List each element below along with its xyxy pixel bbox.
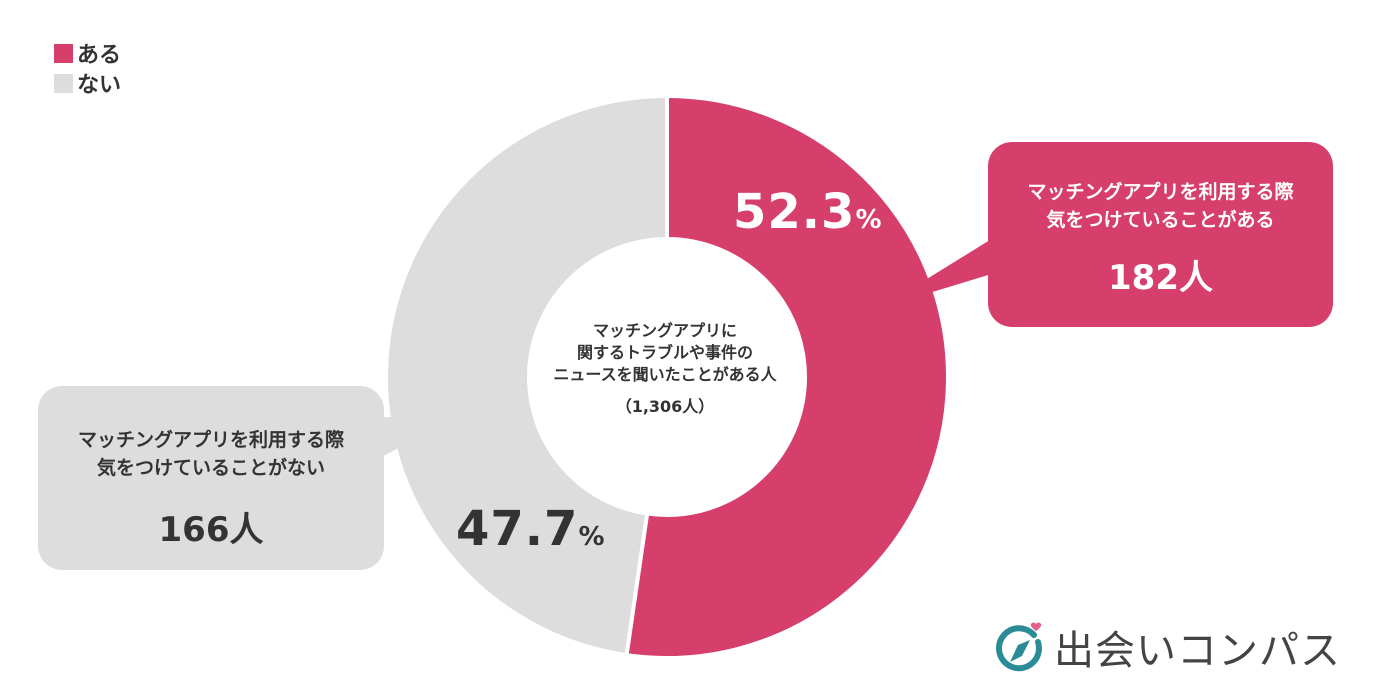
callout-text-no: マッチングアプリを利用する際 気をつけていることがない — [38, 426, 384, 482]
percent-label-yes: 52.3% — [733, 188, 882, 236]
percent-unit-yes: % — [855, 205, 882, 235]
callout-count-no: 166人 — [158, 510, 264, 550]
legend-swatch-no — [54, 73, 73, 93]
callout-tail-yes — [880, 235, 998, 308]
percent-value-yes: 52.3 — [733, 184, 856, 240]
percent-value-no: 47.7 — [456, 501, 579, 557]
percent-label-no: 47.7% — [456, 505, 605, 553]
legend-label-yes: ある — [77, 43, 122, 68]
legend-swatch-yes — [54, 43, 73, 63]
callout-no-line-1: マッチングアプリを利用する際 — [77, 429, 344, 451]
center-label-line-1: マッチングアプリに — [592, 321, 737, 340]
donut-slice-yes — [624, 93, 950, 660]
brand-logo: 出会いコンパス — [996, 618, 1341, 676]
callout-no: マッチングアプリを利用する際 気をつけていることがない 166人 — [38, 386, 384, 570]
center-label-line-2: 関するトラブルや事件の — [576, 343, 753, 362]
center-label: マッチングアプリに 関するトラブルや事件の ニュースを聞いたことがある人 （1,… — [530, 320, 800, 418]
legend-item-yes: ある — [54, 38, 121, 68]
percent-unit-no: % — [578, 522, 605, 552]
legend: ある ない — [54, 38, 121, 98]
brand-name: 出会いコンパス — [1054, 628, 1341, 674]
callout-tail-no — [372, 413, 464, 462]
center-sample-size: （1,306人） — [615, 397, 715, 416]
callout-no-line-2: 気をつけていることがない — [96, 457, 325, 479]
center-label-line-3: ニュースを聞いたことがある人 — [553, 365, 777, 384]
callout-text-yes: マッチングアプリを利用する際 気をつけていることがある — [988, 178, 1333, 234]
callout-yes-line-1: マッチングアプリを利用する際 — [1027, 181, 1294, 203]
callout-yes: マッチングアプリを利用する際 気をつけていることがある 182人 — [988, 142, 1333, 327]
donut-slice-no — [384, 93, 669, 658]
legend-label-no: ない — [77, 73, 122, 98]
compass-icon — [996, 622, 1042, 672]
callout-count-yes: 182人 — [1108, 258, 1213, 298]
legend-item-no: ない — [54, 68, 121, 98]
callout-yes-line-2: 気をつけていることがある — [1046, 209, 1275, 231]
